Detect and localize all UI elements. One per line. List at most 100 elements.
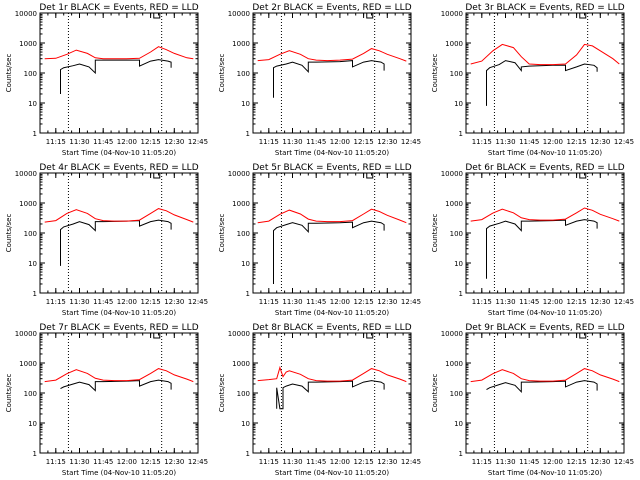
x-tick-label: 11:30 [495, 298, 515, 306]
plot-frame [465, 332, 625, 454]
y-tick-label: 1 [459, 450, 463, 458]
lld-series-line [44, 46, 194, 60]
chart-svg: Det 8r BLACK = Events, RED = LLD 1 10 100 10… [218, 323, 421, 477]
y-tick-label: 100 [24, 230, 37, 238]
x-tick-label: 12:45 [614, 298, 634, 306]
x-tick-label: 12:00 [117, 138, 137, 146]
y-tick-label: 1 [459, 290, 463, 298]
y-tick-label: 100 [24, 70, 37, 78]
x-tick-label: 12:30 [164, 298, 184, 306]
x-tick-label: 11:45 [519, 138, 539, 146]
x-axis-label: Start Time (04-Nov-10 11:05:20) [62, 149, 176, 157]
x-tick-label: 12:00 [117, 298, 137, 306]
x-tick-label: 12:15 [354, 458, 374, 466]
y-tick-label: 1000 [445, 200, 463, 208]
lld-series-line [257, 365, 407, 383]
chart-svg: Det 4r BLACK = Events, RED = LLD 1 10 100 10… [5, 163, 208, 317]
y-axis-label: Counts/sec [5, 54, 13, 93]
x-tick-label: 12:00 [543, 138, 563, 146]
x-tick-label: 12:30 [590, 138, 610, 146]
x-tick-label: 11:15 [472, 298, 492, 306]
flag-marker [153, 173, 161, 179]
chart-title: Det 7r BLACK = Events, RED = LLD [39, 323, 198, 333]
chart-title: Det 1r BLACK = Events, RED = LLD [39, 3, 198, 13]
y-tick-label: 1 [33, 450, 37, 458]
y-tick-label: 10 [28, 100, 37, 108]
x-tick-label: 11:45 [519, 298, 539, 306]
flag-marker [579, 13, 587, 19]
chart-svg: Det 9r BLACK = Events, RED = LLD 1 10 100 10… [431, 323, 634, 477]
events-series-line [273, 60, 385, 98]
x-tick-label: 12:45 [188, 298, 208, 306]
plot-frame [39, 172, 199, 294]
chart-title: Det 2r BLACK = Events, RED = LLD [252, 3, 411, 13]
y-tick-label: 1000 [19, 360, 37, 368]
chart-title: Det 9r BLACK = Events, RED = LLD [465, 323, 624, 333]
flag-marker [579, 173, 587, 179]
y-tick-label: 100 [450, 70, 463, 78]
events-series-line [486, 219, 598, 279]
x-tick-label: 11:45 [306, 298, 326, 306]
events-series-line [60, 219, 172, 266]
x-tick-label: 12:00 [117, 458, 137, 466]
x-axis-label: Start Time (04-Nov-10 11:05:20) [488, 469, 602, 477]
x-tick-label: 12:00 [543, 458, 563, 466]
y-tick-label: 1000 [445, 40, 463, 48]
y-tick-label: 100 [237, 70, 250, 78]
x-tick-label: 11:15 [259, 138, 279, 146]
y-tick-label: 100 [450, 230, 463, 238]
lld-series-line [44, 368, 194, 383]
plot-frame [465, 172, 625, 294]
y-axis-label: Counts/sec [431, 54, 439, 93]
x-tick-label: 11:45 [306, 458, 326, 466]
x-tick-label: 12:45 [188, 138, 208, 146]
x-tick-label: 12:00 [330, 138, 350, 146]
flag-marker [579, 333, 587, 339]
chart-panel-1: Det 1r BLACK = Events, RED = LLD 1 10 100 10… [0, 0, 213, 160]
chart-panel-4: Det 4r BLACK = Events, RED = LLD 1 10 100 10… [0, 160, 213, 320]
x-tick-label: 12:15 [567, 458, 587, 466]
y-tick-label: 1 [459, 130, 463, 138]
chart-svg: Det 6r BLACK = Events, RED = LLD 1 10 100 10… [431, 163, 634, 317]
x-tick-label: 12:30 [164, 458, 184, 466]
x-tick-label: 11:15 [472, 138, 492, 146]
x-axis-label: Start Time (04-Nov-10 11:05:20) [62, 309, 176, 317]
y-tick-label: 10 [454, 420, 463, 428]
chart-svg: Det 3r BLACK = Events, RED = LLD 1 10 100 10… [431, 3, 634, 157]
x-tick-label: 12:15 [567, 298, 587, 306]
y-tick-label: 10 [241, 100, 250, 108]
y-tick-label: 1 [246, 130, 250, 138]
x-tick-label: 11:15 [472, 458, 492, 466]
x-tick-label: 12:15 [141, 458, 161, 466]
y-axis-label: Counts/sec [5, 214, 13, 253]
x-tick-label: 12:45 [188, 458, 208, 466]
y-axis-label: Counts/sec [218, 214, 226, 253]
y-tick-label: 100 [237, 230, 250, 238]
x-tick-label: 12:15 [141, 138, 161, 146]
y-tick-label: 10 [241, 420, 250, 428]
x-tick-label: 11:30 [69, 458, 89, 466]
chart-panel-9: Det 9r BLACK = Events, RED = LLD 1 10 100 10… [426, 320, 639, 480]
x-tick-label: 11:45 [93, 138, 113, 146]
y-tick-label: 1 [246, 290, 250, 298]
y-tick-label: 1 [33, 130, 37, 138]
chart-panel-3: Det 3r BLACK = Events, RED = LLD 1 10 100 10… [426, 0, 639, 160]
x-tick-label: 12:30 [590, 298, 610, 306]
x-tick-label: 12:45 [401, 298, 421, 306]
chart-title: Det 6r BLACK = Events, RED = LLD [465, 163, 624, 173]
events-series-line [273, 220, 385, 284]
y-tick-label: 10000 [228, 170, 250, 178]
x-axis-label: Start Time (04-Nov-10 11:05:20) [275, 309, 389, 317]
lld-series-line [470, 43, 620, 66]
x-tick-label: 11:30 [69, 298, 89, 306]
chart-svg: Det 2r BLACK = Events, RED = LLD 1 10 100 10… [218, 3, 421, 157]
events-series-line [486, 380, 598, 394]
y-tick-label: 1000 [232, 360, 250, 368]
x-tick-label: 11:45 [306, 138, 326, 146]
y-tick-label: 1000 [19, 40, 37, 48]
lld-series-line [44, 208, 194, 223]
chart-panel-7: Det 7r BLACK = Events, RED = LLD 1 10 100 10… [0, 320, 213, 480]
x-tick-label: 12:15 [354, 138, 374, 146]
y-axis-label: Counts/sec [431, 374, 439, 413]
